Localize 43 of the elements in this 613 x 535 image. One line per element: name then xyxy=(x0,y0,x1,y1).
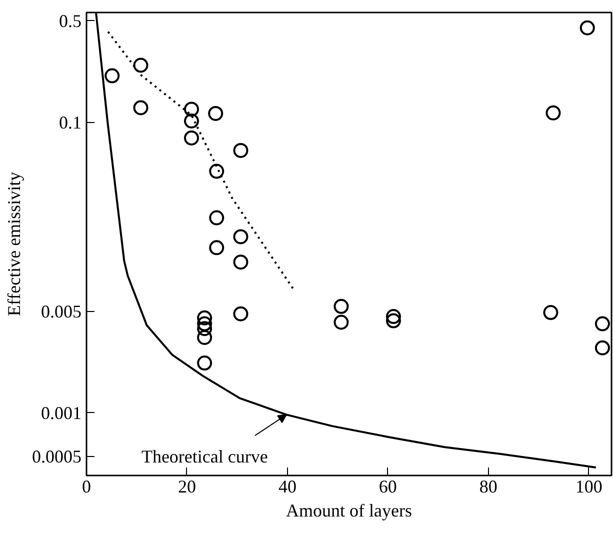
y-tick-label: 0.001 xyxy=(41,402,82,423)
point xyxy=(594,316,610,332)
y-tick-label: 0.1 xyxy=(59,112,82,132)
point xyxy=(594,340,610,356)
point xyxy=(233,254,248,270)
x-tick-label: 20 xyxy=(178,476,196,496)
point xyxy=(233,306,248,322)
point xyxy=(184,130,199,146)
point xyxy=(209,210,224,226)
point xyxy=(184,102,199,117)
point xyxy=(197,330,212,345)
point xyxy=(133,100,148,116)
x-tick-label: 60 xyxy=(378,476,397,496)
point xyxy=(334,298,349,314)
point xyxy=(543,305,558,320)
point xyxy=(209,240,224,256)
point xyxy=(197,321,212,336)
point xyxy=(197,356,212,371)
x-tick-label: 40 xyxy=(278,476,296,496)
x-tick-label: 80 xyxy=(479,476,498,496)
point xyxy=(197,310,212,326)
point xyxy=(233,142,248,158)
x-tick-label: 0 xyxy=(82,476,91,496)
point xyxy=(546,105,561,120)
line-series xyxy=(107,30,295,292)
y-tick-label: 0.5 xyxy=(59,10,82,31)
annotation: Theoretical curve xyxy=(141,446,268,467)
point xyxy=(133,58,148,73)
x-axis-title: Amount of layers xyxy=(286,500,412,520)
x-tick-label: 100 xyxy=(575,476,602,496)
point xyxy=(184,114,199,129)
point xyxy=(386,313,401,328)
point xyxy=(334,314,349,330)
point xyxy=(580,20,595,36)
point xyxy=(386,309,401,324)
y-tick-label: 0.005 xyxy=(41,301,82,322)
y-axis-title: Effective emissivity xyxy=(4,172,24,316)
point xyxy=(208,106,224,121)
y-tick-label: 0.0005 xyxy=(32,446,82,467)
point xyxy=(197,316,212,332)
point xyxy=(233,229,248,244)
point xyxy=(209,164,224,179)
point xyxy=(104,68,120,84)
